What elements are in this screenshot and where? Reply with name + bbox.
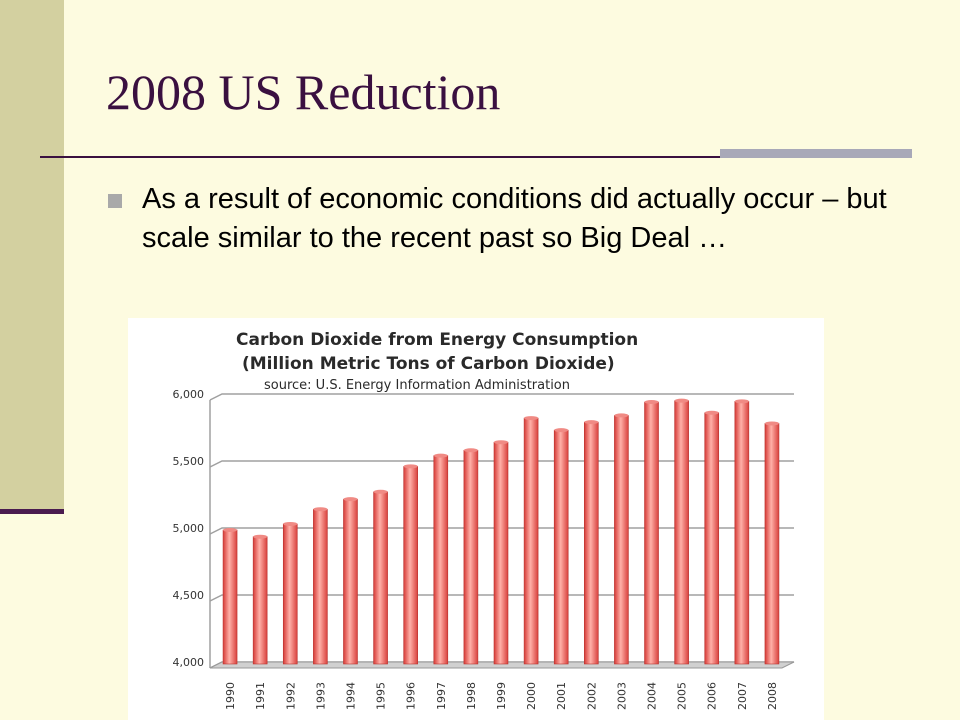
x-tick-label: 1995: [375, 682, 388, 710]
bullet-text: As a result of economic conditions did a…: [142, 183, 887, 254]
bar-top: [433, 453, 448, 458]
chart-source: source: U.S. Energy Information Administ…: [264, 378, 570, 393]
bar-top: [463, 448, 478, 453]
square-bullet-icon: [108, 194, 122, 208]
y-tick-label: 5,000: [173, 522, 205, 535]
bar: [674, 400, 689, 665]
x-tick-label: 2006: [706, 682, 719, 710]
y-tick-label: 4,000: [173, 656, 205, 669]
bar: [343, 498, 358, 665]
slide-title: 2008 US Reduction: [106, 64, 501, 120]
chart-subtitle: (Million Metric Tons of Carbon Dioxide): [242, 354, 615, 374]
bar-top: [403, 464, 418, 469]
bar: [584, 421, 599, 665]
x-tick-label: 1997: [435, 682, 448, 710]
gridline: [209, 393, 794, 401]
bar: [734, 401, 750, 665]
gridline: [209, 527, 794, 535]
x-tick-label: 2004: [646, 682, 659, 710]
bar: [433, 455, 449, 665]
title-underline: [40, 156, 912, 158]
bar-top: [554, 428, 569, 433]
bar-top: [253, 534, 268, 539]
bar-top: [614, 413, 629, 418]
gridline: [209, 460, 794, 468]
bar-top: [674, 398, 689, 403]
bar-top: [373, 489, 388, 494]
title-accent-bar: [720, 149, 912, 158]
bar-top: [644, 400, 659, 405]
x-tick-label: 1992: [284, 682, 297, 710]
x-tick-label: 1993: [314, 682, 327, 710]
bar: [403, 466, 418, 665]
x-tick-label: 1991: [254, 682, 267, 710]
y-tick-label: 5,500: [173, 455, 205, 468]
sidebar-accent-line: [0, 509, 64, 514]
bullet-item: As a result of economic conditions did a…: [108, 180, 908, 258]
chart-title: Carbon Dioxide from Energy Consumption: [236, 330, 638, 350]
bar: [614, 415, 629, 665]
bar: [644, 401, 659, 665]
bar: [313, 508, 328, 665]
bar-top: [343, 497, 358, 502]
bar: [463, 449, 479, 665]
bar-top: [734, 399, 749, 404]
bar: [222, 529, 238, 665]
bar: [282, 523, 298, 665]
x-tick-label: 1994: [344, 682, 357, 710]
x-tick-label: 2003: [615, 682, 628, 710]
x-tick-label: 2001: [555, 682, 568, 710]
bar-top: [494, 440, 508, 445]
x-tick-label: 1990: [224, 682, 237, 710]
x-tick-label: 2000: [525, 682, 538, 710]
bar-top: [223, 527, 238, 532]
gridline: [209, 594, 794, 602]
x-tick-label: 1999: [495, 682, 508, 710]
bar: [764, 423, 780, 665]
x-tick-label: 2005: [676, 682, 689, 710]
bar: [553, 429, 569, 665]
x-tick-label: 2007: [736, 682, 749, 710]
bar: [252, 536, 268, 665]
co2-bar-chart: Carbon Dioxide from Energy Consumption (…: [173, 330, 795, 710]
bar-top: [704, 410, 719, 415]
bar-top: [524, 416, 539, 421]
x-tick-label: 2002: [585, 682, 598, 710]
bar: [493, 441, 509, 665]
x-tick-label: 2008: [766, 682, 779, 710]
sidebar-panel: [0, 0, 64, 512]
bar-top: [764, 421, 779, 426]
bar-top: [283, 521, 298, 526]
bar: [523, 417, 539, 665]
chart-image: Carbon Dioxide from Energy Consumption (…: [128, 318, 824, 720]
y-tick-label: 4,500: [173, 589, 205, 602]
x-tick-label: 1998: [465, 682, 478, 710]
y-tick-label: 6,000: [173, 388, 205, 401]
x-tick-label: 1996: [405, 682, 418, 710]
bar: [704, 412, 720, 665]
bar: [373, 491, 388, 665]
bar-top: [584, 420, 599, 425]
bar-top: [313, 507, 328, 512]
